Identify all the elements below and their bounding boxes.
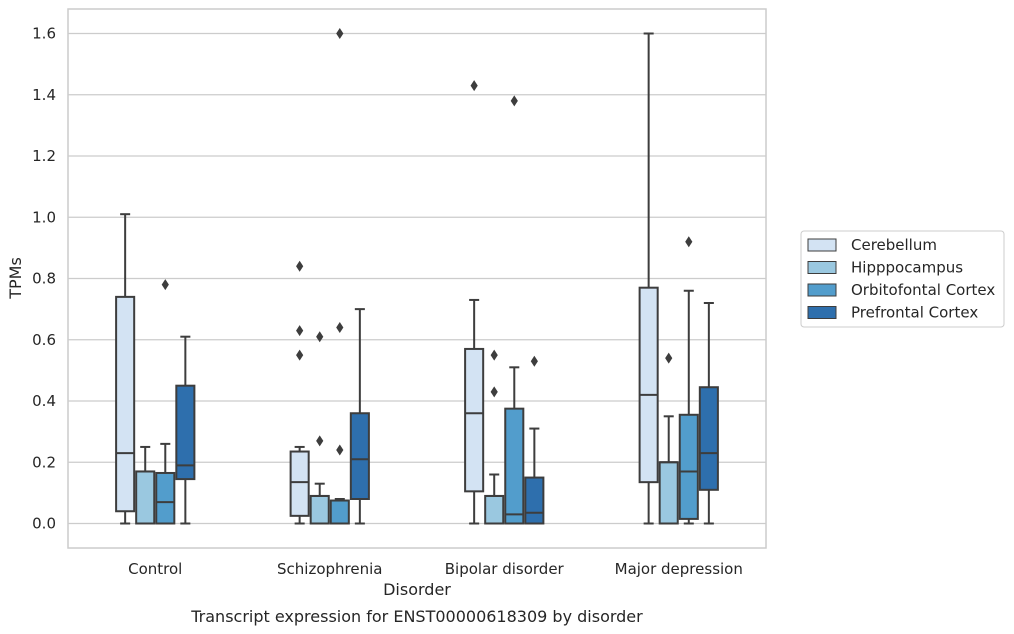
outlier-marker [296, 325, 304, 337]
box-cerebellum-major-depression [638, 32, 659, 525]
y-tick-label: 1.4 [32, 86, 56, 104]
outlier-marker [490, 349, 498, 361]
box-cerebellum-bipolar-disorder [464, 80, 485, 525]
legend: Cerebellum Hipppocampus Orbitofontal Corte… [800, 230, 1005, 328]
chart-caption: Transcript expression for ENST0000061830… [190, 607, 643, 626]
y-tick-label: 1.6 [32, 25, 56, 43]
outlier-marker [530, 355, 538, 367]
box-orbitofontal-cortex-bipolar-disorder [504, 95, 525, 525]
x-axis-ticks: Control Schizophrenia Bipolar disorder Majo… [128, 560, 743, 578]
y-tick-label: 0.8 [32, 270, 56, 288]
iqr-box [504, 407, 525, 525]
box-prefrontal-cortex-schizophrenia [349, 308, 370, 525]
box-orbitofontal-cortex-schizophrenia [329, 28, 350, 525]
outlier-marker [316, 435, 324, 447]
legend-label: Prefrontal Cortex [851, 304, 978, 322]
outlier-marker [665, 352, 673, 364]
y-axis-ticks: 0.0 0.2 0.4 0.6 0.8 1.0 1.2 1.4 1.6 [32, 25, 56, 533]
iqr-box [464, 347, 485, 493]
box-cerebellum-control [115, 213, 136, 525]
box-prefrontal-cortex-major-depression [698, 302, 719, 525]
legend-label: Orbitofontal Cortex [851, 281, 995, 299]
y-tick-label: 0.2 [32, 453, 56, 471]
iqr-box [484, 494, 505, 525]
plot-area-frame [67, 8, 767, 549]
box-hipppocampus-control [135, 445, 156, 525]
y-tick-label: 1.2 [32, 147, 56, 165]
box-orbitofontal-cortex-control [155, 279, 176, 525]
box-hipppocampus-bipolar-disorder [484, 349, 505, 525]
iqr-box [349, 412, 370, 500]
box-prefrontal-cortex-bipolar-disorder [524, 355, 545, 525]
iqr-box [289, 450, 310, 517]
iqr-box [524, 476, 545, 525]
x-tick-label: Control [128, 560, 182, 578]
iqr-box [638, 286, 659, 484]
x-tick-label: Schizophrenia [277, 560, 382, 578]
box-cerebellum-schizophrenia [289, 260, 310, 525]
y-tick-label: 0.4 [32, 392, 56, 410]
box-prefrontal-cortex-control [175, 335, 196, 525]
outlier-marker [470, 80, 478, 92]
outlier-marker [336, 322, 344, 333]
x-axis-title: Disorder [383, 580, 451, 599]
box-hipppocampus-major-depression [658, 352, 679, 525]
iqr-box [309, 494, 330, 525]
iqr-box [175, 384, 196, 481]
iqr-box [658, 461, 679, 525]
outlier-marker [336, 28, 344, 39]
iqr-box [135, 470, 156, 525]
outlier-marker [685, 236, 693, 248]
gridlines [68, 32, 766, 525]
box-hipppocampus-schizophrenia [309, 331, 330, 525]
y-axis-title: TPMs [6, 257, 25, 300]
y-tick-label: 0.6 [32, 331, 56, 349]
iqr-box [155, 471, 176, 525]
box-orbitofontal-cortex-major-depression [678, 236, 699, 525]
outlier-marker [161, 279, 169, 291]
outlier-marker [296, 349, 304, 361]
legend-label: Cerebellum [851, 236, 937, 254]
outlier-marker [316, 331, 324, 343]
iqr-box [678, 413, 699, 520]
legend-swatch [807, 306, 837, 319]
legend-swatch [807, 261, 837, 274]
outlier-marker [490, 386, 498, 398]
box-series [115, 28, 719, 525]
x-tick-label: Major depression [615, 560, 743, 578]
x-tick-label: Bipolar disorder [445, 560, 565, 578]
legend-frame [800, 230, 1005, 328]
outlier-marker [336, 444, 344, 456]
iqr-box [698, 386, 719, 491]
legend-swatch [807, 283, 837, 297]
legend-swatch [807, 238, 837, 252]
iqr-box [115, 295, 136, 513]
iqr-box [329, 499, 350, 525]
outlier-marker [296, 260, 304, 272]
outlier-marker [510, 95, 518, 107]
legend-label: Hipppocampus [851, 259, 963, 277]
y-tick-label: 1.0 [32, 208, 56, 226]
y-tick-label: 0.0 [32, 515, 56, 533]
